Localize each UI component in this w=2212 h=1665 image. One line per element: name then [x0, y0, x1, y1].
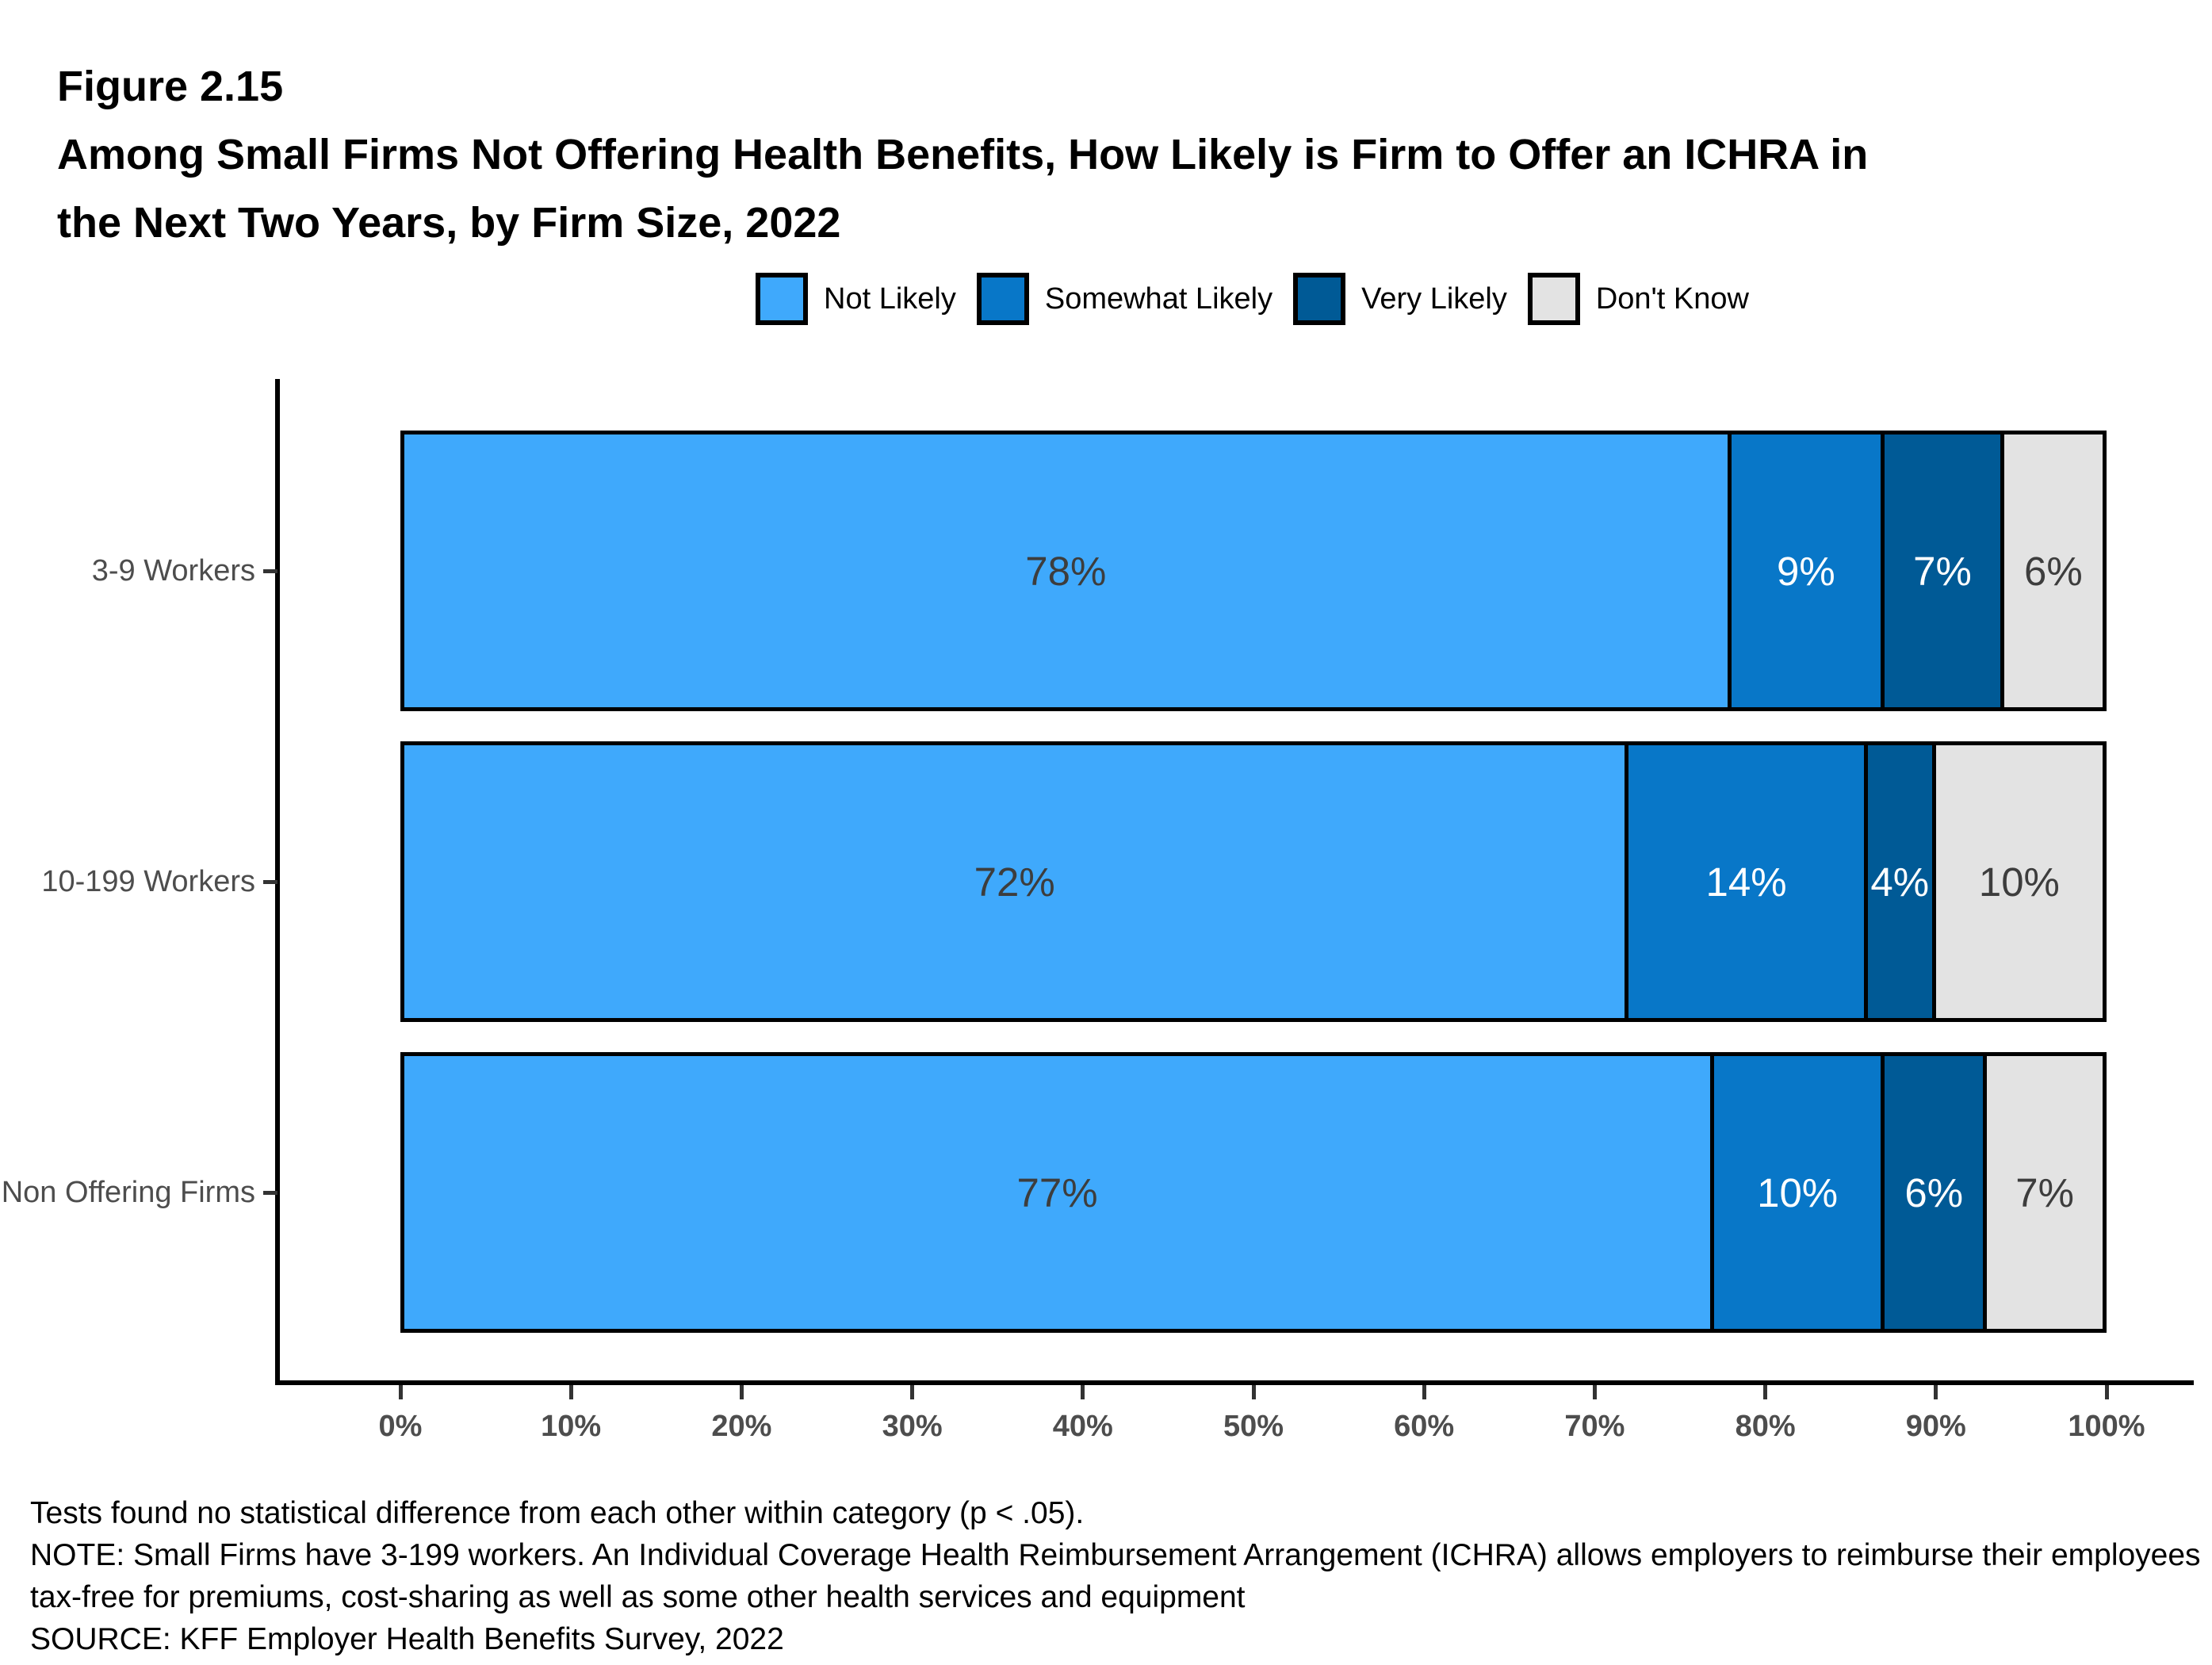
bar-segment: 10% — [1935, 741, 2107, 1022]
bar-row: 72% 14% 4% 10% — [400, 741, 2107, 1022]
bar-segment-label: 6% — [2024, 548, 2083, 594]
legend-item: Not Likely — [756, 273, 977, 325]
x-axis-tick — [1422, 1385, 1426, 1399]
x-axis-tick — [568, 1385, 573, 1399]
y-axis-label: 10-199 Workers — [41, 865, 255, 898]
x-axis-tick-label: 30% — [882, 1410, 943, 1443]
x-axis-tick-label: 0% — [378, 1410, 423, 1443]
bar-segment: 72% — [400, 741, 1629, 1022]
bar-segment: 6% — [2003, 431, 2107, 711]
x-axis-tick-label: 40% — [1052, 1410, 1113, 1443]
y-axis-label: 3-9 Workers — [91, 554, 255, 588]
legend-item: Very Likely — [1293, 273, 1528, 325]
bar-segment-label: 7% — [1913, 548, 1972, 594]
x-axis-tick — [910, 1385, 915, 1399]
bar-row: 77% 10% 6% 7% — [400, 1052, 2107, 1333]
bar-segment-label: 7% — [2015, 1169, 2074, 1215]
bar-segment: 77% — [400, 1052, 1715, 1333]
bar-segment: 9% — [1731, 431, 1885, 711]
y-axis-tick — [263, 568, 277, 573]
x-axis-tick — [739, 1385, 744, 1399]
footnote-line: tax-free for premiums, cost-sharing as w… — [30, 1580, 1246, 1614]
bar-segment-label: 6% — [1904, 1169, 1964, 1215]
legend-label: Not Likely — [824, 281, 956, 316]
bar-segment: 4% — [1867, 741, 1936, 1022]
bar-segment: 7% — [1987, 1052, 2107, 1333]
bar-segment-label: 10% — [1757, 1169, 1839, 1215]
legend-swatch-2 — [976, 273, 1029, 325]
x-axis-tick — [1592, 1385, 1597, 1399]
legend-label: Somewhat Likely — [1044, 281, 1273, 316]
chart-title-line-1: Among Small Firms Not Offering Health Be… — [57, 131, 1869, 178]
footnote-line: SOURCE: KFF Employer Health Benefits Sur… — [30, 1622, 784, 1656]
bar-segment-label: 4% — [1870, 859, 1930, 905]
x-axis-tick-label: 60% — [1394, 1410, 1455, 1443]
x-axis-tick — [1251, 1385, 1256, 1399]
chart-title-line-2: the Next Two Years, by Firm Size, 2022 — [57, 199, 841, 247]
x-axis-tick — [2104, 1385, 2109, 1399]
legend-swatch-3 — [1293, 273, 1346, 325]
footnote-line: Tests found no statistical difference fr… — [30, 1496, 1085, 1530]
bar-segment-label: 72% — [974, 859, 1055, 905]
y-axis-tick — [263, 1190, 277, 1195]
x-axis-tick-label: 10% — [541, 1410, 602, 1443]
bar-segment-label: 77% — [1016, 1169, 1098, 1215]
figure-label: Figure 2.15 — [57, 63, 284, 110]
footnotes: Tests found no statistical difference fr… — [30, 1492, 2201, 1660]
legend-swatch-4 — [1527, 273, 1580, 325]
legend-item: Somewhat Likely — [976, 273, 1293, 325]
bar-segment-label: 9% — [1777, 548, 1835, 594]
legend-item: Don't Know — [1527, 273, 1770, 325]
bar-segment: 6% — [1885, 1052, 1988, 1333]
bar-segment-label: 78% — [1025, 548, 1107, 594]
x-axis-tick-label: 50% — [1223, 1410, 1284, 1443]
legend-label: Don't Know — [1595, 281, 1749, 316]
x-axis-tick — [398, 1385, 403, 1399]
legend-label: Very Likely — [1361, 281, 1507, 316]
x-axis-tick-label: 80% — [1735, 1410, 1796, 1443]
x-axis-tick-label: 90% — [1905, 1410, 1966, 1443]
bar-segment: 14% — [1628, 741, 1868, 1022]
bar-segment: 10% — [1714, 1052, 1885, 1333]
chart-header: Figure 2.15 Among Small Firms Not Offeri… — [57, 52, 1868, 257]
x-axis-tick — [1934, 1385, 1938, 1399]
legend-swatch-1 — [756, 273, 808, 325]
x-axis-tick — [1763, 1385, 1768, 1399]
bar-segment: 7% — [1885, 431, 2004, 711]
bar-segment: 78% — [400, 431, 1732, 711]
legend: Not Likely Somewhat Likely Very Likely Don'… — [756, 273, 1770, 325]
plot-panel — [275, 379, 2194, 1385]
y-axis-tick — [263, 879, 277, 884]
y-axis-label: Non Offering Firms — [1, 1176, 255, 1209]
bar-segment-label: 10% — [1978, 859, 2060, 905]
bar-segment-label: 14% — [1705, 859, 1787, 905]
footnote-line: NOTE: Small Firms have 3-199 workers. An… — [30, 1538, 2201, 1572]
x-axis-tick — [1081, 1385, 1085, 1399]
x-axis-tick-label: 100% — [2068, 1410, 2145, 1443]
x-axis-tick-label: 20% — [711, 1410, 772, 1443]
bar-row: 78% 9% 7% 6% — [400, 431, 2107, 711]
x-axis-tick-label: 70% — [1564, 1410, 1625, 1443]
